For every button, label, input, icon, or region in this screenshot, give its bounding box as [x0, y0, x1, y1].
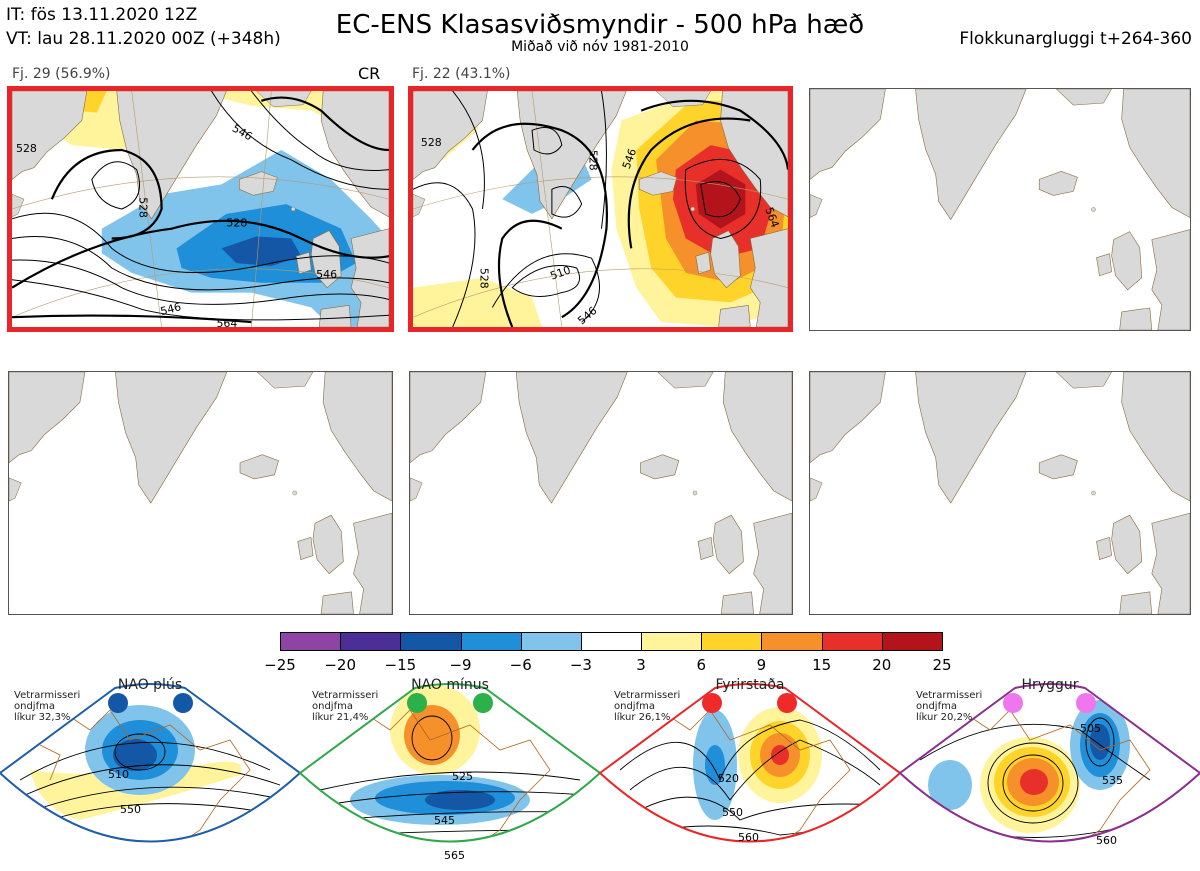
contour-label: 528 [137, 197, 150, 218]
colorbar-segment [580, 632, 643, 651]
cluster-4-map-svg [9, 372, 392, 614]
cluster-2-label: Fj. 22 (43.1%) [412, 66, 511, 82]
contour-label: 545 [434, 814, 455, 827]
cluster-2-map-svg: 528 528 528 510 546 564 546 [413, 91, 788, 327]
cluster-5-map-svg [410, 372, 792, 614]
regime-name-blocking: Fyrirstaða [715, 677, 785, 693]
cluster-6-map [809, 371, 1191, 615]
nao-plus-outline [0, 683, 302, 843]
cluster-2-map: 528 528 528 510 546 564 546 [408, 86, 793, 332]
contour-label: 564 [216, 317, 237, 327]
regime-dot [702, 693, 722, 713]
contour-label: 525 [452, 770, 473, 783]
colorbar-segment [280, 632, 342, 651]
blocking-sector [619, 707, 881, 842]
regime-dot [407, 693, 427, 713]
colorbar-segment [520, 632, 582, 651]
regime-dot [777, 693, 797, 713]
contour-label: 510 [108, 768, 129, 781]
colorbar-tick-label: −6 [509, 656, 532, 674]
cluster-5-map [409, 371, 793, 615]
colorbar-segment [701, 632, 763, 651]
colorbar-segment [460, 632, 522, 651]
colorbar-tick-label: 15 [812, 656, 832, 674]
cluster-3-map-svg [810, 89, 1190, 330]
contour-label: 528 [477, 268, 490, 289]
colorbar-tick-label: 6 [696, 656, 707, 674]
regime-name-ridge: Hryggur [1021, 677, 1079, 693]
contour-label: 560 [1096, 834, 1117, 847]
colorbar-segment [641, 632, 703, 651]
regime-dot [1003, 693, 1023, 713]
colorbar-segment [340, 632, 402, 651]
contour-label: 528 [226, 217, 247, 230]
contour-label: 550 [120, 803, 141, 816]
regime-name-nao-minus: NAO mínus [411, 677, 489, 693]
valid-time-label: VT: lau 28.11.2020 00Z (+348h) [6, 29, 281, 49]
contour-label: 550 [722, 806, 743, 819]
cluster-1-map-svg: 528 528 528 546 546 546 564 [12, 91, 389, 327]
regime-dot [1076, 693, 1096, 713]
cluster-1-label: Fj. 29 (56.9%) [12, 66, 111, 82]
cluster-1-map: 528 528 528 546 546 546 564 [7, 86, 394, 332]
contour-label: 520 [718, 772, 739, 785]
nao-minus-sector [319, 685, 586, 842]
regime-probability-nao-plus: Vetrarmisseri ondjfma líkur 32,3% [14, 690, 81, 723]
blocking-outline [598, 683, 902, 843]
contour-label: 546 [316, 268, 337, 281]
contour-label: 565 [444, 849, 465, 862]
contour-label: 528 [587, 150, 600, 171]
contour-label: 528 [16, 142, 37, 155]
regime-name-nao-plus: NAO plús [117, 677, 183, 693]
contour-label: 546 [230, 122, 255, 144]
contour-label: 528 [421, 136, 442, 149]
contour-label: 560 [738, 831, 759, 844]
page-subtitle: Miðað við nóv 1981-2010 [511, 39, 689, 55]
colorbar-tick-label: 3 [636, 656, 646, 674]
colorbar-tick-label: −9 [449, 656, 472, 674]
regime-dot [173, 693, 193, 713]
colorbar-tick-label: −15 [384, 656, 417, 674]
classification-window-label: Flokkunargluggi t+264-360 [959, 29, 1192, 49]
init-time-label: IT: fös 13.11.2020 12Z [6, 5, 198, 25]
cluster-4-map [8, 371, 393, 615]
cluster-3-map [809, 88, 1191, 331]
colorbar-segment [881, 632, 943, 651]
regime-probability-blocking: Vetrarmisseri ondjfma líkur 26,1% [614, 690, 681, 723]
contour-label: 535 [1102, 774, 1123, 787]
colorbar-segment [761, 632, 823, 651]
ridge-outline [898, 683, 1200, 843]
nao-minus-outline [298, 683, 602, 843]
colorbar-tick-label: −25 [264, 656, 296, 674]
regime-dot [108, 693, 128, 713]
colorbar-tick-label: 20 [872, 656, 892, 674]
colorbar-tick-label: −3 [569, 656, 592, 674]
contour-label: 505 [1080, 722, 1101, 735]
cluster-1-tag: CR [358, 64, 381, 83]
ridge-sector [919, 700, 1151, 842]
colorbar-tick-label: 25 [932, 656, 952, 674]
colorbar-segment [400, 632, 462, 651]
cluster-6-map-svg [810, 372, 1190, 614]
regime-dot [473, 693, 493, 713]
regime-probability-ridge: Vetrarmisseri ondjfma líkur 20,2% [916, 690, 983, 723]
colorbar-tick-label: −20 [324, 656, 356, 674]
colorbar-tick-label: 9 [756, 656, 767, 674]
contour-label: 546 [575, 304, 599, 327]
weather-regimes: 510 550 525 545 565 [0, 683, 1200, 862]
nao-plus-sector [19, 705, 286, 842]
regime-probability-nao-minus: Vetrarmisseri ondjfma líkur 21,4% [312, 690, 379, 723]
colorbar-segment [821, 632, 883, 651]
page-title: EC-ENS Klasasviðsmyndir - 500 hPa hæð [335, 10, 865, 40]
contour-label: 546 [159, 300, 183, 318]
